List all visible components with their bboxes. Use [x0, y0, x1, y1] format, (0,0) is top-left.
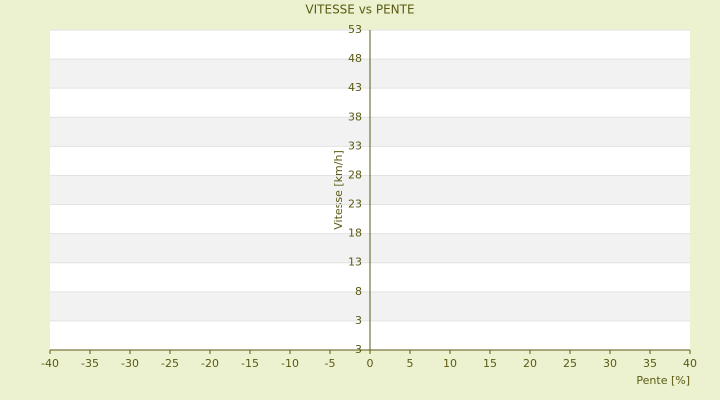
x-tick-label: 30	[603, 357, 617, 370]
x-tick-label: 15	[483, 357, 497, 370]
x-tick-label: -20	[201, 357, 219, 370]
x-tick-label: -40	[41, 357, 59, 370]
x-tick-label: 0	[367, 357, 374, 370]
x-tick-label: -35	[81, 357, 99, 370]
y-tick-label: 43	[348, 81, 362, 94]
y-tick-label: 18	[348, 227, 362, 240]
x-tick-label: 25	[563, 357, 577, 370]
x-tick-label: 40	[683, 357, 697, 370]
y-tick-label: 8	[355, 285, 362, 298]
x-tick-label: -5	[325, 357, 336, 370]
x-tick-label: 5	[407, 357, 414, 370]
x-tick-label: -30	[121, 357, 139, 370]
y-tick-label: 23	[348, 198, 362, 211]
x-tick-label: 20	[523, 357, 537, 370]
y-tick-label: 28	[348, 168, 362, 181]
y-tick-label: 38	[348, 110, 362, 123]
y-tick-label: 53	[348, 23, 362, 36]
x-tick-label: 10	[443, 357, 457, 370]
y-tick-label: 48	[348, 52, 362, 65]
x-tick-label: -15	[241, 357, 259, 370]
y-axis-label: Vitesse [km/h]	[332, 150, 345, 230]
x-tick-label: -10	[281, 357, 299, 370]
x-tick-label: 35	[643, 357, 657, 370]
y-tick-label: 33	[348, 139, 362, 152]
y-tick-label: 3	[355, 314, 362, 327]
chart-title: VITESSE vs PENTE	[305, 3, 414, 17]
x-axis-label: Pente [%]	[636, 374, 690, 387]
x-tick-label: -25	[161, 357, 179, 370]
y-tick-label: 13	[348, 256, 362, 269]
